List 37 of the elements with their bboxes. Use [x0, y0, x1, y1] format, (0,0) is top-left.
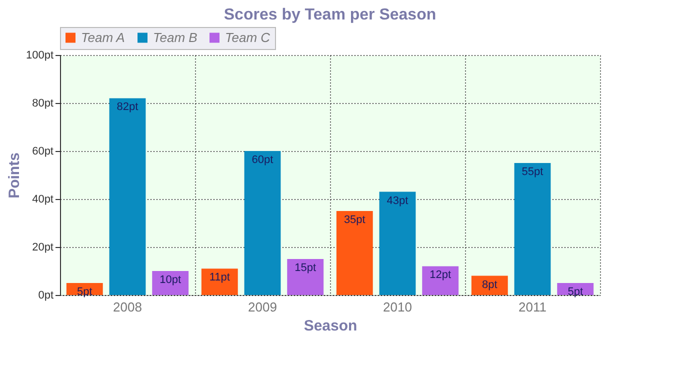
- data-label: 82pt: [116, 101, 138, 114]
- bar: [201, 268, 238, 295]
- y-tick-label: 80pt: [32, 98, 54, 110]
- y-tick-label: 20pt: [32, 242, 54, 254]
- chart-title: Scores by Team per Season: [224, 6, 436, 24]
- bar: [244, 151, 281, 295]
- data-label: 5pt: [76, 286, 92, 298]
- data-label: 55pt: [522, 166, 544, 178]
- bar: [379, 192, 416, 295]
- x-tick-label: 2009: [248, 300, 277, 314]
- y-tick-label: 100pt: [26, 50, 54, 62]
- data-label: 11pt: [209, 272, 230, 284]
- y-tick-label: 60pt: [32, 146, 54, 158]
- y-tick-label: 40pt: [32, 194, 54, 206]
- legend-label: Team B: [153, 30, 198, 45]
- data-label: 5pt: [568, 286, 584, 298]
- x-axis-title: Season: [304, 318, 358, 334]
- y-axis-title: Points: [6, 152, 23, 198]
- x-tick-label: 2008: [113, 300, 142, 314]
- bar: [152, 271, 189, 295]
- bar: [422, 266, 459, 295]
- y-tick-label: 0pt: [38, 290, 54, 302]
- bar: [109, 98, 146, 295]
- x-tick-label: 2011: [518, 300, 546, 314]
- legend-label: Team A: [81, 30, 125, 45]
- bar: [514, 163, 551, 295]
- data-label: 15pt: [294, 262, 316, 274]
- data-label: 60pt: [252, 154, 274, 166]
- bar: [287, 259, 324, 295]
- bar: [336, 211, 373, 295]
- data-label: 10pt: [160, 274, 182, 286]
- data-label: 12pt: [430, 269, 452, 282]
- data-label: 8pt: [482, 278, 498, 291]
- x-tick-label: 2010: [383, 300, 412, 314]
- data-label: 43pt: [386, 194, 408, 207]
- data-label: 35pt: [344, 214, 366, 226]
- legend-label: Team C: [225, 30, 271, 45]
